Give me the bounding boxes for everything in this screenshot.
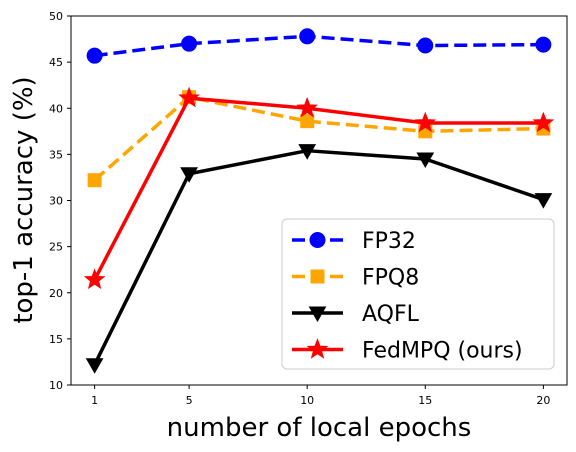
legend-entry-aqfl: AQFL — [292, 302, 420, 327]
y-tick-label: 25 — [49, 241, 63, 254]
legend-box — [281, 218, 555, 370]
data-point-fpq8 — [300, 114, 315, 129]
legend-entry-fp32: FP32 — [292, 229, 416, 254]
data-point-aqfl — [416, 152, 435, 168]
legend-marker — [308, 306, 327, 323]
series-aqfl — [85, 144, 553, 374]
data-point-fpq8 — [87, 173, 102, 188]
data-point-aqfl — [180, 167, 198, 183]
x-tick-label: 20 — [536, 394, 550, 407]
series-line-fpq8 — [93, 95, 544, 182]
legend-label: AQFL — [362, 302, 420, 327]
legend-label: FP32 — [362, 229, 416, 254]
y-tick-label: 40 — [49, 102, 63, 115]
x-tick-label: 1 — [91, 394, 98, 407]
x-tick-label: 15 — [418, 394, 432, 407]
legend-label: FedMPQ (ours) — [362, 339, 523, 364]
data-point-fp32 — [86, 47, 103, 64]
data-point-fedmpq-ours — [296, 96, 319, 118]
data-point-aqfl — [85, 358, 104, 374]
x-axis: 1 5 10 15 20 — [91, 385, 550, 407]
data-point-fp32 — [181, 35, 198, 52]
data-point-aqfl — [298, 144, 317, 160]
x-tick-label: 10 — [300, 394, 314, 407]
y-tick-label: 10 — [49, 379, 63, 392]
data-point-fp32 — [299, 28, 316, 45]
plot-area — [83, 28, 555, 374]
legend-marker — [309, 232, 326, 248]
y-tick-label: 15 — [49, 333, 63, 346]
series-fedmpq-ours — [83, 86, 555, 290]
legend-label: FPQ8 — [362, 266, 419, 291]
y-axis: 10 15 20 25 30 35 40 45 50 — [49, 10, 71, 392]
legend-entry-fedmpq-ours: FedMPQ (ours) — [292, 338, 523, 364]
data-point-fedmpq-ours — [178, 86, 200, 108]
legend-marker — [310, 269, 325, 284]
data-point-fedmpq-ours — [532, 111, 555, 133]
y-axis-label: top-1 accuracy (%) — [9, 76, 39, 323]
data-point-fp32 — [417, 37, 434, 54]
legend: FP32 FPQ8 AQFL FedMPQ (ours) — [281, 218, 555, 370]
y-tick-label: 35 — [49, 148, 63, 161]
data-point-fedmpq-ours — [414, 111, 437, 133]
y-tick-label: 50 — [49, 10, 63, 23]
legend-marker — [306, 338, 329, 359]
x-axis-label: number of local epochs — [167, 413, 472, 443]
x-tick-label: 5 — [186, 394, 193, 407]
data-point-aqfl — [534, 193, 553, 209]
data-point-fedmpq-ours — [83, 268, 106, 290]
y-tick-label: 45 — [49, 56, 63, 69]
series-fp32 — [86, 28, 552, 64]
data-point-fp32 — [535, 36, 552, 53]
legend-entry-fpq8: FPQ8 — [292, 266, 419, 291]
y-tick-label: 20 — [49, 287, 63, 300]
y-tick-label: 30 — [49, 195, 63, 208]
